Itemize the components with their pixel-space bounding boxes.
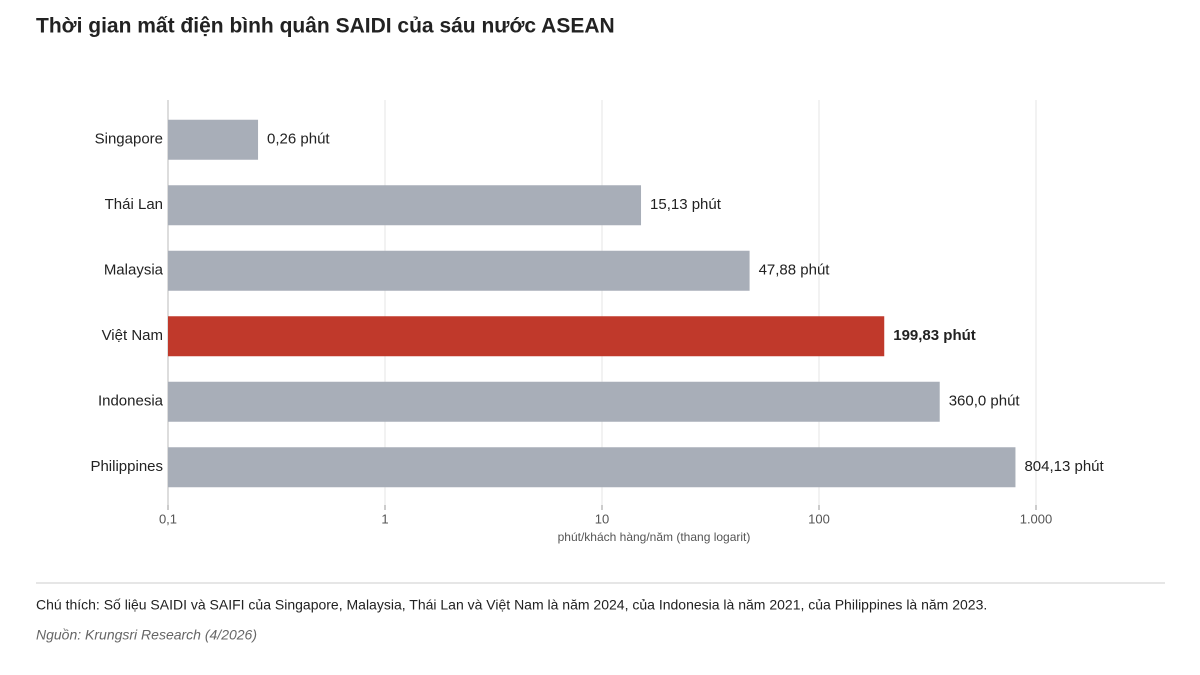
bar	[168, 185, 642, 226]
value-label: 47,88 phút	[759, 262, 831, 279]
value-label: 804,13 phút	[1024, 458, 1104, 475]
x-tick-label: 100	[808, 511, 830, 526]
value-label: 360,0 phút	[949, 393, 1021, 410]
source: Nguồn: Krungsri Research (4/2026)	[36, 627, 257, 643]
y-tick-label: Philippines	[90, 458, 163, 475]
x-tick-label: 1.000	[1020, 511, 1053, 526]
bar	[168, 381, 940, 422]
y-tick-label: Malaysia	[104, 262, 164, 279]
y-tick-label: Indonesia	[98, 393, 164, 410]
value-label: 199,83 phút	[893, 327, 976, 344]
chart-title: Thời gian mất điện bình quân SAIDI của s…	[36, 15, 615, 38]
x-tick-label: 0,1	[159, 511, 177, 526]
y-tick-label: Việt Nam	[102, 327, 163, 344]
value-label: 15,13 phút	[650, 196, 722, 213]
x-axis-label: phút/khách hàng/năm (thang logarit)	[558, 530, 751, 544]
note: Chú thích: Số liệu SAIDI và SAIFI của Si…	[36, 597, 987, 613]
y-tick-label: Singapore	[95, 131, 163, 148]
x-tick-label: 10	[595, 511, 609, 526]
y-tick-label: Thái Lan	[105, 196, 163, 213]
value-label: 0,26 phút	[267, 131, 330, 148]
x-tick-label: 1	[381, 511, 388, 526]
bar	[168, 447, 1016, 488]
bar	[168, 119, 259, 160]
bar	[168, 316, 885, 357]
bar	[168, 250, 750, 291]
